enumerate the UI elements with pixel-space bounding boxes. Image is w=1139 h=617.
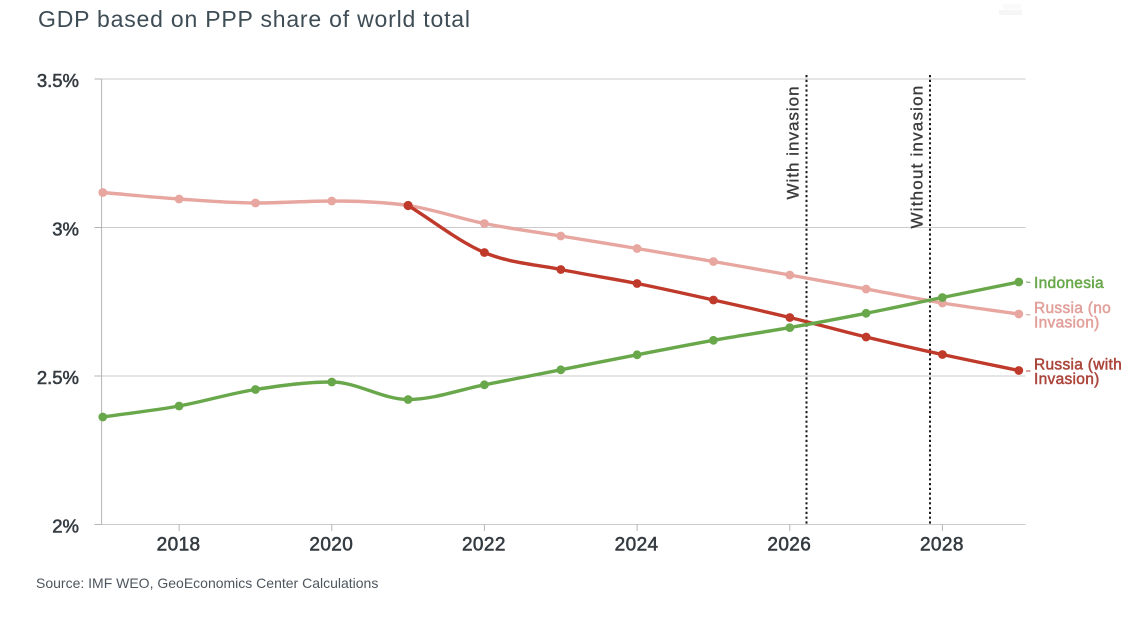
svg-text:Invasion): Invasion) [1034, 371, 1100, 388]
svg-text:GDP based on PPP share of worl: GDP based on PPP share of world total [38, 6, 471, 32]
svg-text:2.5%: 2.5% [37, 367, 79, 388]
svg-text:Russia (with: Russia (with [1034, 357, 1122, 374]
svg-text:2018: 2018 [157, 535, 201, 556]
svg-text:Source: IMF WEO, GeoEconomics: Source: IMF WEO, GeoEconomics Center Cal… [36, 575, 378, 591]
svg-text:2020: 2020 [309, 535, 353, 556]
svg-text:3%: 3% [52, 218, 79, 239]
svg-text:2026: 2026 [767, 535, 811, 556]
svg-text:Without invasion: Without invasion [908, 85, 927, 229]
svg-text:2%: 2% [52, 515, 79, 536]
svg-text:2028: 2028 [920, 535, 964, 556]
svg-text:With invasion: With invasion [784, 85, 803, 199]
svg-text:Russia (no: Russia (no [1034, 300, 1111, 317]
svg-text:Indonesia: Indonesia [1034, 275, 1104, 292]
svg-text:Invasion): Invasion) [1034, 315, 1100, 332]
svg-text:3.5%: 3.5% [37, 70, 79, 91]
svg-text:2022: 2022 [462, 535, 506, 556]
svg-text:2024: 2024 [615, 535, 659, 556]
